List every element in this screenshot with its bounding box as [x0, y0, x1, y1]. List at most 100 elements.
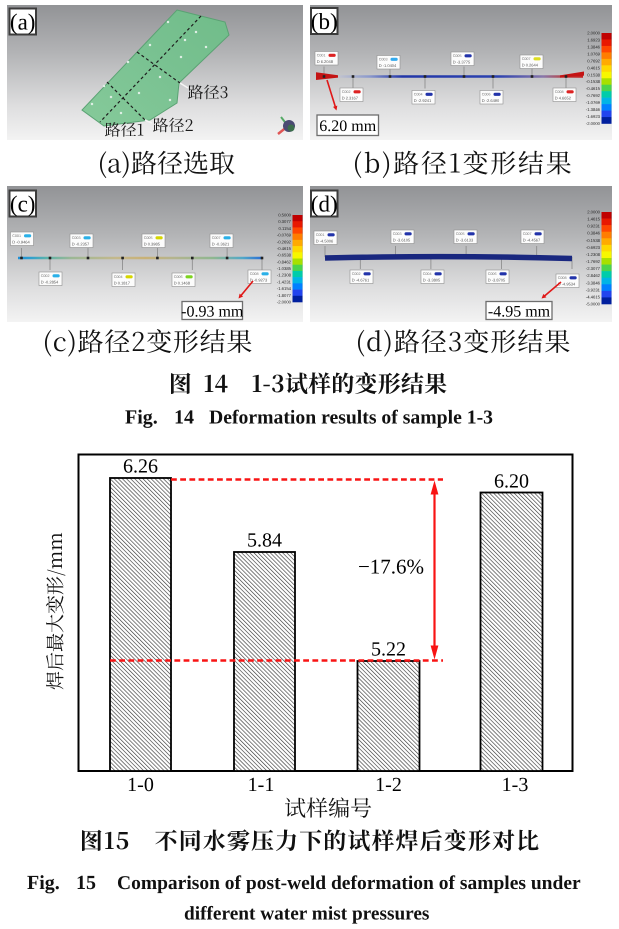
svg-text:D -2.6490: D -2.6490: [482, 98, 500, 103]
svg-text:0.3846: 0.3846: [587, 231, 600, 236]
svg-text:6.26: 6.26: [123, 456, 158, 478]
svg-text:-2.8462: -2.8462: [586, 273, 601, 278]
svg-text:C001: C001: [317, 54, 326, 58]
svg-text:C004: C004: [114, 275, 123, 279]
svg-text:6.20: 6.20: [494, 471, 529, 493]
svg-text:-0.4615: -0.4615: [277, 246, 292, 251]
svg-text:-2.0000: -2.0000: [586, 121, 601, 126]
svg-text:C004: C004: [423, 272, 432, 276]
svg-text:Deformation results of sample: Deformation results of sample 1-3: [209, 407, 493, 429]
svg-text:1-3: 1-3: [502, 774, 529, 796]
svg-text:0.1154: 0.1154: [279, 226, 292, 231]
svg-text:C006: C006: [482, 93, 491, 97]
svg-text:D -0.9273: D -0.9273: [250, 277, 268, 282]
svg-text:(a): (a): [10, 9, 36, 34]
svg-text:different water mist pressures: different water mist pressures: [184, 904, 430, 925]
svg-text:D 2.3167: D 2.3167: [342, 95, 359, 100]
svg-text:-1.2308: -1.2308: [277, 273, 292, 278]
svg-text:D 6.2048: D 6.2048: [317, 59, 334, 64]
svg-text:5.84: 5.84: [247, 530, 282, 552]
svg-text:D -3.6105: D -3.6105: [393, 237, 411, 242]
svg-text:-0.7692: -0.7692: [586, 93, 601, 98]
svg-text:−17.6%: −17.6%: [358, 555, 424, 579]
svg-text:C002: C002: [41, 274, 50, 278]
svg-text:14: 14: [174, 407, 194, 429]
svg-text:-0.4615: -0.4615: [586, 86, 601, 91]
svg-text:C007: C007: [212, 236, 221, 240]
svg-text:15: 15: [76, 872, 96, 894]
svg-text:C005: C005: [144, 236, 153, 240]
svg-text:-0.1538: -0.1538: [586, 238, 601, 243]
svg-text:Comparison of post-weld deform: Comparison of post-weld deformation of s…: [117, 873, 581, 894]
svg-text:C007: C007: [523, 232, 532, 236]
svg-text:D -2.9241: D -2.9241: [414, 98, 432, 103]
svg-text:-1.8077: -1.8077: [277, 293, 292, 298]
svg-text:C001: C001: [12, 234, 21, 238]
svg-text:C002: C002: [352, 272, 361, 276]
svg-text:2.0000: 2.0000: [587, 31, 600, 36]
svg-text:D -3.3775: D -3.3775: [453, 59, 471, 64]
svg-text:Fig.: Fig.: [125, 407, 158, 429]
svg-text:-0.0769: -0.0769: [277, 233, 292, 238]
svg-text:C008: C008: [250, 272, 259, 276]
svg-text:-4.4615: -4.4615: [586, 294, 601, 299]
svg-text:C001: C001: [316, 233, 325, 237]
svg-text:-2.3077: -2.3077: [586, 266, 601, 271]
svg-text:1.3846: 1.3846: [587, 44, 600, 49]
svg-text:1-0: 1-0: [127, 774, 154, 796]
svg-text:D -4.4567: D -4.4567: [523, 237, 541, 242]
svg-text:C002: C002: [342, 90, 351, 94]
svg-text:5.22: 5.22: [371, 639, 406, 661]
svg-text:D 0.3985: D 0.3985: [144, 241, 161, 246]
svg-text:-1.7692: -1.7692: [586, 259, 601, 264]
svg-text:C008: C008: [555, 90, 564, 94]
svg-text:0.4615: 0.4615: [587, 65, 600, 70]
svg-text:D -3.3805: D -3.3805: [423, 277, 441, 282]
svg-text:D -0.3621: D -0.3621: [212, 241, 230, 246]
svg-text:-3.3846: -3.3846: [586, 280, 601, 285]
svg-text:-0.1538: -0.1538: [586, 79, 601, 84]
svg-text:Fig.: Fig.: [27, 872, 60, 894]
svg-text:(b): (b): [311, 9, 338, 34]
svg-text:D -3.8705: D -3.8705: [488, 277, 506, 282]
svg-text:-3.9231: -3.9231: [586, 287, 601, 292]
svg-text:C005: C005: [453, 54, 462, 58]
svg-text:0.5000: 0.5000: [278, 213, 291, 218]
svg-text:C003: C003: [72, 236, 81, 240]
svg-text:D -1.0404: D -1.0404: [379, 63, 397, 68]
svg-text:-0.8462: -0.8462: [277, 259, 292, 264]
svg-text:D -3.6133: D -3.6133: [456, 237, 474, 242]
svg-text:(c): (c): [10, 191, 36, 216]
svg-text:-5.0000: -5.0000: [586, 302, 601, 307]
svg-text:D -0.2854: D -0.2854: [41, 279, 59, 284]
svg-text:0.3077: 0.3077: [278, 219, 291, 224]
svg-text:-1.6923: -1.6923: [586, 114, 601, 119]
svg-text:-0.6538: -0.6538: [277, 253, 292, 258]
svg-text:D 4.6652: D 4.6652: [555, 95, 572, 100]
svg-text:2.0000: 2.0000: [587, 210, 600, 215]
svg-text:C008: C008: [558, 276, 567, 280]
svg-text:-1.0769: -1.0769: [586, 100, 601, 105]
svg-text:0.1538: 0.1538: [587, 72, 600, 77]
svg-text:-0.93 mm: -0.93 mm: [181, 303, 244, 320]
svg-text:(d): (d): [311, 191, 338, 216]
svg-text:D -0.2357: D -0.2357: [72, 241, 90, 246]
svg-text:-1.4231: -1.4231: [277, 279, 292, 284]
svg-text:C004: C004: [414, 93, 423, 97]
svg-text:-4.95 mm: -4.95 mm: [488, 303, 551, 320]
svg-text:1-2: 1-2: [375, 774, 402, 796]
svg-text:D -4.5006: D -4.5006: [316, 238, 334, 243]
svg-text:-1.2308: -1.2308: [586, 252, 601, 257]
svg-text:0.7692: 0.7692: [587, 58, 600, 63]
svg-text:D 0.1817: D 0.1817: [114, 280, 131, 285]
svg-text:C007: C007: [522, 57, 531, 61]
svg-text:-2.0000: -2.0000: [277, 300, 292, 305]
svg-text:C005: C005: [456, 232, 465, 236]
svg-text:-0.6923: -0.6923: [586, 245, 601, 250]
svg-text:6.20 mm: 6.20 mm: [319, 118, 376, 135]
svg-text:C006: C006: [174, 275, 183, 279]
svg-text:1.6923: 1.6923: [587, 37, 600, 42]
svg-text:D -4.6761: D -4.6761: [352, 277, 370, 282]
svg-text:C003: C003: [379, 58, 388, 62]
svg-text:C006: C006: [488, 272, 497, 276]
